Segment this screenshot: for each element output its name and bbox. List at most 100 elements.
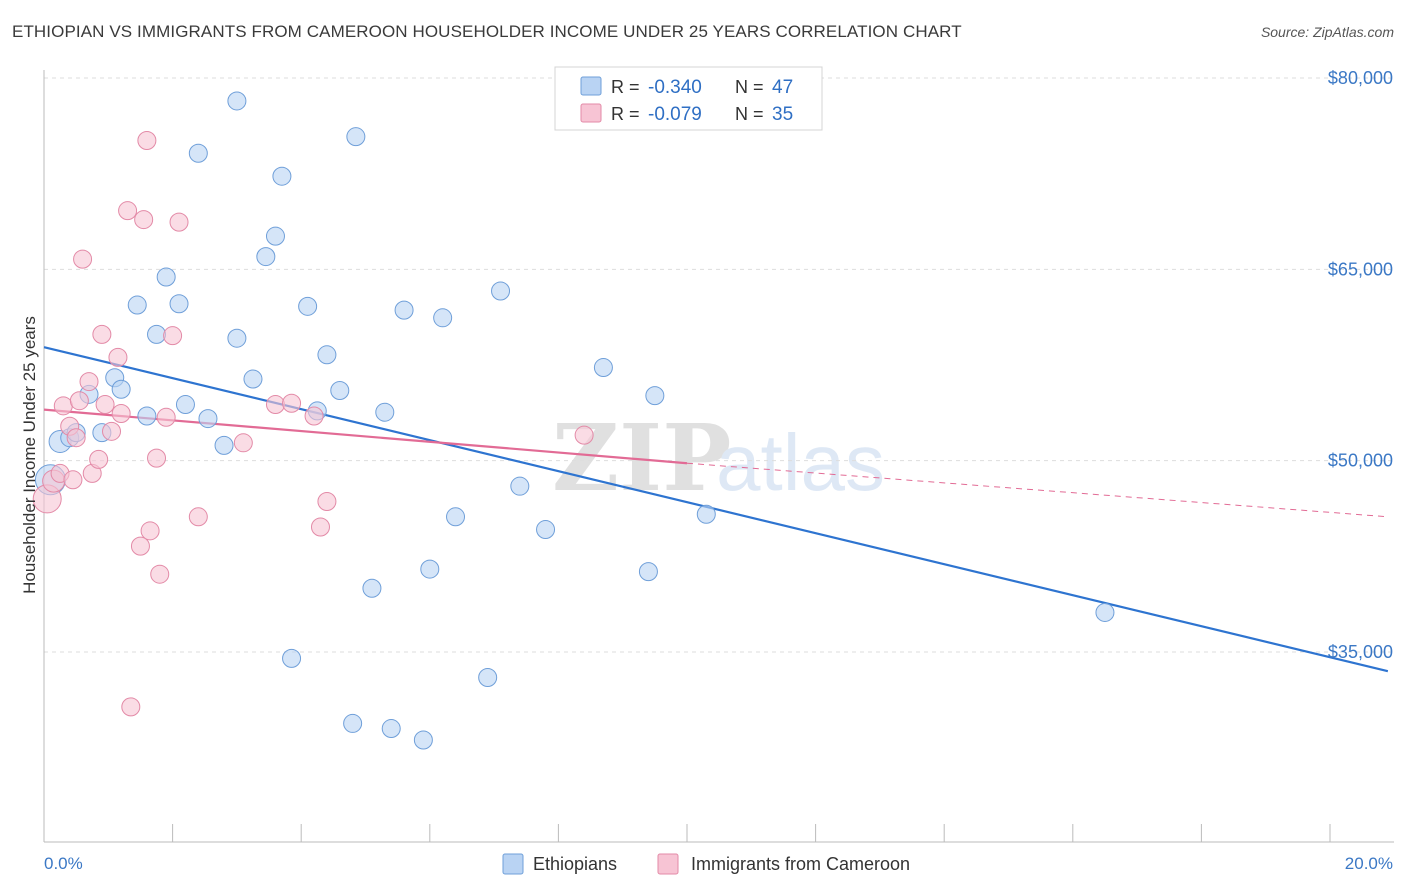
cameroon-point (574, 425, 594, 445)
cameroon-point (73, 249, 93, 269)
legend-swatch-ethiopians (580, 76, 602, 96)
watermark: ZIP atlas (552, 404, 885, 512)
ethiopian-point (413, 730, 433, 750)
ethiopian-point (330, 381, 350, 401)
stats-legend: R = -0.340 N = 47 R = -0.079 N = 35 (554, 66, 823, 131)
cameroon-point (310, 517, 330, 537)
ethiopian-point (696, 504, 716, 524)
cameroon-point (233, 433, 253, 453)
ethiopian-point (420, 559, 440, 579)
ethiopian-point (188, 143, 208, 163)
ethiopian-point (491, 281, 511, 301)
chart-title: ETHIOPIAN VS IMMIGRANTS FROM CAMEROON HO… (12, 22, 962, 41)
ethiopian-point (127, 295, 147, 315)
legend-r-value: -0.079 (648, 104, 702, 125)
cameroon-point (69, 391, 89, 411)
ethiopian-point (198, 409, 218, 429)
cameroon-point (63, 470, 83, 490)
ethiopian-point (298, 296, 318, 316)
ethiopian-point (227, 91, 247, 111)
bottom-legend-label-cameroon: Immigrants from Cameroon (691, 854, 910, 874)
ethiopian-point (214, 435, 234, 455)
ethiopian-point (111, 379, 131, 399)
ethiopian-point (536, 520, 556, 540)
legend-n-value: 47 (772, 77, 793, 98)
cameroon-point (118, 201, 138, 221)
cameroon-point (121, 697, 141, 717)
axes (43, 70, 1394, 843)
ethiopian-point (282, 648, 302, 668)
cameroon-point (111, 403, 131, 423)
cameroon-point (156, 407, 176, 427)
watermark-zip: ZIP (552, 404, 731, 512)
legend-n-value: 35 (772, 104, 793, 125)
cameroon-point (137, 131, 157, 151)
cameroon-point (169, 212, 189, 232)
ethiopian-point (433, 308, 453, 328)
legend-r-label: R = (611, 77, 640, 97)
bottom-legend-swatch-cameroon (657, 853, 679, 875)
series-legend: Ethiopians Immigrants from Cameroon (502, 853, 910, 875)
ethiopian-point (394, 300, 414, 320)
ethiopian-point (265, 226, 285, 246)
source-label: Source: ZipAtlas.com (1260, 24, 1394, 40)
cameroon-point (150, 564, 170, 584)
ethiopian-point (478, 668, 498, 688)
ethiopian-point (175, 395, 195, 415)
tick-labels: $35,000 $50,000 $65,000 $80,000 0.0% 20.0% (44, 68, 1393, 873)
grid-lines (44, 77, 1394, 653)
cameroon-point (163, 326, 183, 346)
cameroon-point (282, 393, 302, 413)
bottom-legend-swatch-ethiopians (502, 853, 524, 875)
ethiopian-point (243, 369, 263, 389)
ethiopian-point (256, 247, 276, 267)
cameroon-point (265, 395, 285, 415)
ethiopian-point (446, 507, 466, 527)
cameroon-point (66, 428, 86, 448)
cameroon-point (134, 210, 154, 230)
ethiopian-point (156, 267, 176, 287)
x-tick-label: 20.0% (1345, 854, 1393, 873)
ethiopian-point (593, 358, 613, 378)
bottom-legend-label-ethiopians: Ethiopians (533, 854, 617, 874)
y-tick-label: $65,000 (1328, 259, 1393, 279)
legend-n-label: N = (735, 104, 764, 124)
ethiopian-point (343, 713, 363, 733)
cameroon-point (79, 372, 99, 392)
ethiopian-point (638, 562, 658, 582)
cameroon-point (92, 324, 112, 344)
ethiopian-point (510, 476, 530, 496)
ethiopian-point (346, 127, 366, 147)
ethiopian-point (362, 578, 382, 598)
cameroon-point (188, 507, 208, 527)
legend-n-label: N = (735, 77, 764, 97)
ethiopian-point (169, 294, 189, 314)
y-tick-label: $50,000 (1328, 451, 1393, 471)
cameroon-point (147, 448, 167, 468)
ethiopians-trend-line (43, 346, 1389, 673)
legend-swatch-cameroon (580, 103, 602, 123)
legend-r-value: -0.340 (648, 77, 702, 98)
y-tick-label: $80,000 (1328, 68, 1393, 88)
x-tick-label: 0.0% (44, 854, 83, 873)
cameroon-point (53, 396, 73, 416)
ethiopian-point (375, 402, 395, 422)
trend-lines (43, 346, 1389, 673)
ethiopian-point (272, 166, 292, 186)
cameroon-point (95, 395, 115, 415)
cameroon-point (304, 406, 324, 426)
ethiopian-point (137, 406, 157, 426)
data-points (32, 91, 1115, 750)
legend-r-label: R = (611, 104, 640, 124)
ethiopian-point (317, 345, 337, 365)
cameroon-point (89, 449, 109, 469)
cameroon-point (108, 347, 128, 367)
cameroon-point (140, 521, 160, 541)
cameroon-trend-extension (686, 462, 1388, 518)
watermark-atlas: atlas (716, 418, 885, 507)
y-tick-label: $35,000 (1328, 642, 1393, 662)
ethiopian-point (147, 324, 167, 344)
ethiopian-point (381, 719, 401, 739)
ethiopian-point (1095, 602, 1115, 622)
